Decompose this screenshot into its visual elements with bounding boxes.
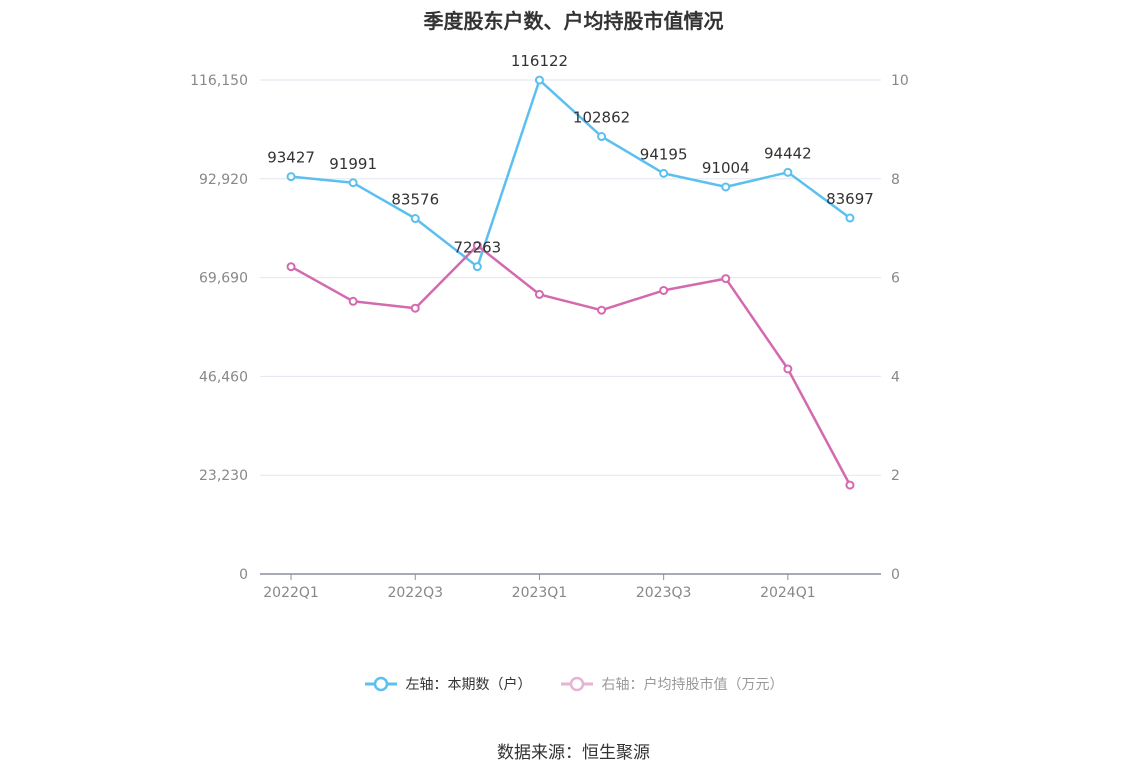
y-left-tick-label: 46,460 <box>199 369 248 385</box>
x-tick-label: 2022Q1 <box>263 585 319 601</box>
y-left-tick-label: 116,150 <box>190 73 248 89</box>
data-label: 91004 <box>702 159 750 177</box>
data-point <box>534 75 544 85</box>
data-point <box>534 289 544 299</box>
y-right-tick-label: 10 <box>891 73 909 89</box>
data-point <box>597 132 607 142</box>
data-point <box>783 167 793 177</box>
data-point <box>783 364 793 374</box>
data-point <box>410 214 420 224</box>
series-layer <box>286 75 855 490</box>
legend-item-households[interactable]: 左轴：本期数（户） <box>364 674 532 694</box>
legend-line-icon <box>364 676 397 692</box>
data-point <box>659 168 669 178</box>
data-point <box>597 305 607 315</box>
data-point <box>845 480 855 490</box>
x-tick-label: 2024Q1 <box>760 585 816 601</box>
data-point <box>410 303 420 313</box>
y-left-tick-label: 23,230 <box>199 468 248 484</box>
data-label: 94442 <box>764 144 812 162</box>
chart-title: 季度股东户数、户均持股市值情况 <box>423 9 724 33</box>
y-left-tick-label: 92,920 <box>199 172 248 188</box>
data-point <box>348 178 358 188</box>
data-point <box>286 172 296 182</box>
data-point <box>286 262 296 272</box>
data-label: 83697 <box>826 190 874 208</box>
y-right-tick-label: 6 <box>891 271 900 287</box>
y-right-tick-label: 0 <box>891 567 900 583</box>
x-tick-label: 2022Q3 <box>387 585 443 601</box>
data-label: 91991 <box>329 155 377 173</box>
y-right-tick-label: 2 <box>891 468 900 484</box>
legend-line-icon <box>560 676 593 692</box>
legend-label-avg-holding: 右轴：户均持股市值（万元） <box>601 677 784 693</box>
data-label: 116122 <box>511 52 568 70</box>
data-point <box>721 274 731 284</box>
data-point <box>472 262 482 272</box>
x-tick-label: 2023Q1 <box>512 585 568 601</box>
source-note: 数据来源：恒生聚源 <box>497 743 650 763</box>
series-line <box>290 244 852 486</box>
y-right-tick-label: 8 <box>891 172 900 188</box>
data-label: 93427 <box>267 149 315 167</box>
legend-item-avg-holding[interactable]: 右轴：户均持股市值（万元） <box>560 674 784 694</box>
legend: 左轴：本期数（户） 右轴：户均持股市值（万元） <box>0 674 1147 694</box>
y-left-tick-label: 69,690 <box>199 271 248 287</box>
data-point <box>659 285 669 295</box>
grid-lines <box>260 79 881 476</box>
data-point <box>348 296 358 306</box>
data-label: 72263 <box>453 239 501 257</box>
y-right-tick-label: 4 <box>891 369 900 385</box>
data-label: 83576 <box>391 191 439 209</box>
legend-label-households: 左轴：本期数（户） <box>405 677 532 693</box>
data-point <box>472 240 482 250</box>
data-labels: 93427 91991 83576 72263 116122 102862 94195 910… <box>267 52 874 257</box>
data-label: 94195 <box>640 145 688 163</box>
data-label: 102862 <box>573 109 630 127</box>
y-left-tick-label: 0 <box>239 567 248 583</box>
data-point <box>721 182 731 192</box>
x-tick-label: 2023Q3 <box>636 585 692 601</box>
data-point <box>845 213 855 223</box>
series-line <box>290 78 851 268</box>
